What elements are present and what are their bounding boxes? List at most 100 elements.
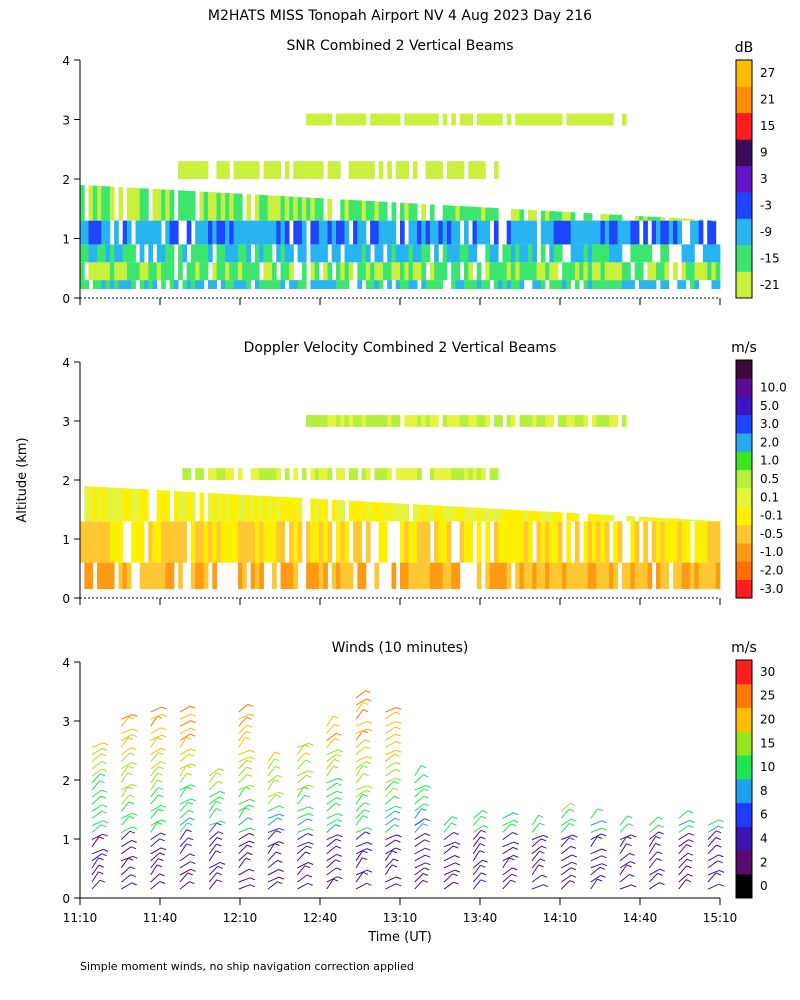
wind-barb — [472, 843, 481, 855]
wind-barb-flag — [364, 739, 371, 743]
heatmap-cell-layer-3 — [574, 244, 580, 263]
heatmap-cell-layer-7 — [545, 113, 550, 126]
heatmap-cell-layer-4 — [412, 220, 418, 245]
heatmap-cell-layer-4 — [280, 220, 286, 245]
wind-barb-flag — [158, 752, 164, 756]
wind-barb-flag — [129, 752, 135, 756]
heatmap-cell-layer-4 — [451, 220, 456, 245]
heatmap-cell-layer-5 — [489, 207, 495, 221]
heatmap-cell-layer-4 — [621, 220, 627, 245]
colorbar-tick-label: 8 — [760, 784, 768, 798]
heatmap-cell-layer-3 — [97, 486, 102, 522]
wind-barb — [296, 786, 305, 798]
wind-barb — [355, 739, 366, 748]
wind-barb — [561, 818, 572, 826]
heatmap-cell-layer-3 — [545, 511, 550, 522]
heatmap-cell-layer-2 — [289, 262, 294, 281]
heatmap-cell-layer-1 — [677, 280, 682, 289]
wind-barb — [590, 836, 598, 847]
heatmap-cell-layer-2 — [314, 521, 320, 563]
heatmap-cell-layer-3 — [604, 244, 610, 263]
heatmap-cell-layer-2 — [429, 262, 435, 281]
wind-barb — [355, 765, 363, 777]
wind-barb — [648, 824, 660, 833]
wind-barb-flag — [306, 774, 312, 778]
wind-barb-flag — [659, 868, 665, 872]
wind-barb-flag — [571, 818, 577, 822]
wind-barb — [619, 815, 628, 826]
heatmap-cell-layer-4 — [421, 220, 426, 245]
heatmap-cell-layer-2 — [562, 262, 567, 281]
wind-barb-flag — [131, 882, 137, 886]
wind-barb — [385, 707, 397, 713]
heatmap-cell-layer-3 — [289, 497, 294, 522]
wind-barb — [238, 724, 248, 734]
wind-barb-flag — [277, 774, 283, 778]
heatmap-cell-layer-2 — [498, 262, 503, 281]
heatmap-cell-layer-2 — [148, 262, 153, 281]
heatmap-cell-layer-3 — [365, 501, 371, 522]
wind-barb — [355, 702, 364, 713]
wind-barb-flag — [129, 815, 135, 819]
heatmap-cell-layer-6 — [468, 161, 473, 179]
heatmap-cell-layer-2 — [340, 521, 345, 563]
colorbar-swatch — [736, 579, 752, 599]
heatmap-cell-layer-4 — [553, 220, 559, 245]
heatmap-cell-layer-5 — [583, 415, 589, 427]
wind-barb — [179, 802, 189, 812]
wind-barb — [296, 744, 305, 755]
wind-barb-flag — [273, 779, 280, 783]
heatmap-cell-layer-3 — [587, 514, 593, 522]
wind-barb — [91, 820, 104, 826]
heatmap-cell-layer-5 — [592, 415, 597, 427]
heatmap-cell-layer-2 — [199, 521, 205, 563]
heatmap-cell-layer-5 — [510, 209, 516, 221]
wind-barb-flag — [274, 751, 281, 755]
wind-barb — [590, 855, 602, 862]
wind-barb — [179, 872, 189, 883]
heatmap-cell-layer-3 — [493, 244, 499, 263]
wind-barb-flag — [279, 827, 285, 831]
heatmap-cell-layer-1 — [101, 280, 106, 289]
heatmap-cell-layer-4 — [88, 220, 94, 245]
x-tick-label: 13:40 — [463, 911, 498, 925]
heatmap-cell-layer-1 — [306, 562, 311, 590]
wind-barb-flag — [189, 817, 195, 821]
wind-barb — [385, 876, 397, 883]
heatmap-cell-layer-3 — [357, 501, 362, 522]
wind-barb-flag — [249, 840, 255, 844]
wind-barb-flag — [337, 777, 343, 781]
heatmap-cell-layer-2 — [152, 262, 158, 281]
heatmap-cell-layer-1 — [421, 280, 426, 289]
wind-barb — [414, 879, 424, 890]
heatmap-cell-layer-1 — [562, 280, 567, 289]
heatmap-cell-layer-1 — [711, 280, 717, 289]
heatmap-cell-layer-2 — [668, 521, 674, 563]
heatmap-cell-layer-7 — [476, 113, 482, 126]
wind-barb-flag — [630, 861, 636, 864]
wind-barb — [385, 805, 397, 812]
heatmap-cell-layer-1 — [485, 562, 490, 590]
heatmap-cell-layer-4 — [711, 220, 717, 245]
heatmap-cell-layer-4 — [481, 468, 486, 480]
colorbar-tick-label: 10 — [760, 760, 775, 774]
wind-barb-flag — [129, 866, 136, 870]
heatmap-cell-layer-5 — [446, 415, 452, 427]
wind-barb-flag — [513, 812, 519, 816]
wind-barb — [208, 772, 217, 784]
wind-barb-flag — [102, 833, 108, 837]
heatmap-cell-layer-1 — [242, 562, 247, 590]
heatmap-cell-layer-2 — [536, 262, 542, 281]
heatmap-cell-layer-1 — [549, 280, 554, 289]
heatmap-cell-layer-6 — [199, 161, 205, 179]
wind-barb-flag — [275, 794, 281, 798]
heatmap-cell-layer-3 — [254, 495, 260, 522]
wind-barb-flag — [513, 854, 519, 858]
heatmap-cell-layer-7 — [395, 113, 401, 126]
heatmap-cell-layer-5 — [621, 415, 627, 427]
heatmap-cell-layer-4 — [301, 220, 307, 245]
wind-barb — [561, 834, 573, 841]
heatmap-cell-layer-1 — [485, 280, 490, 289]
heatmap-cell-layer-5 — [643, 216, 648, 221]
heatmap-cell-layer-3 — [613, 244, 618, 263]
